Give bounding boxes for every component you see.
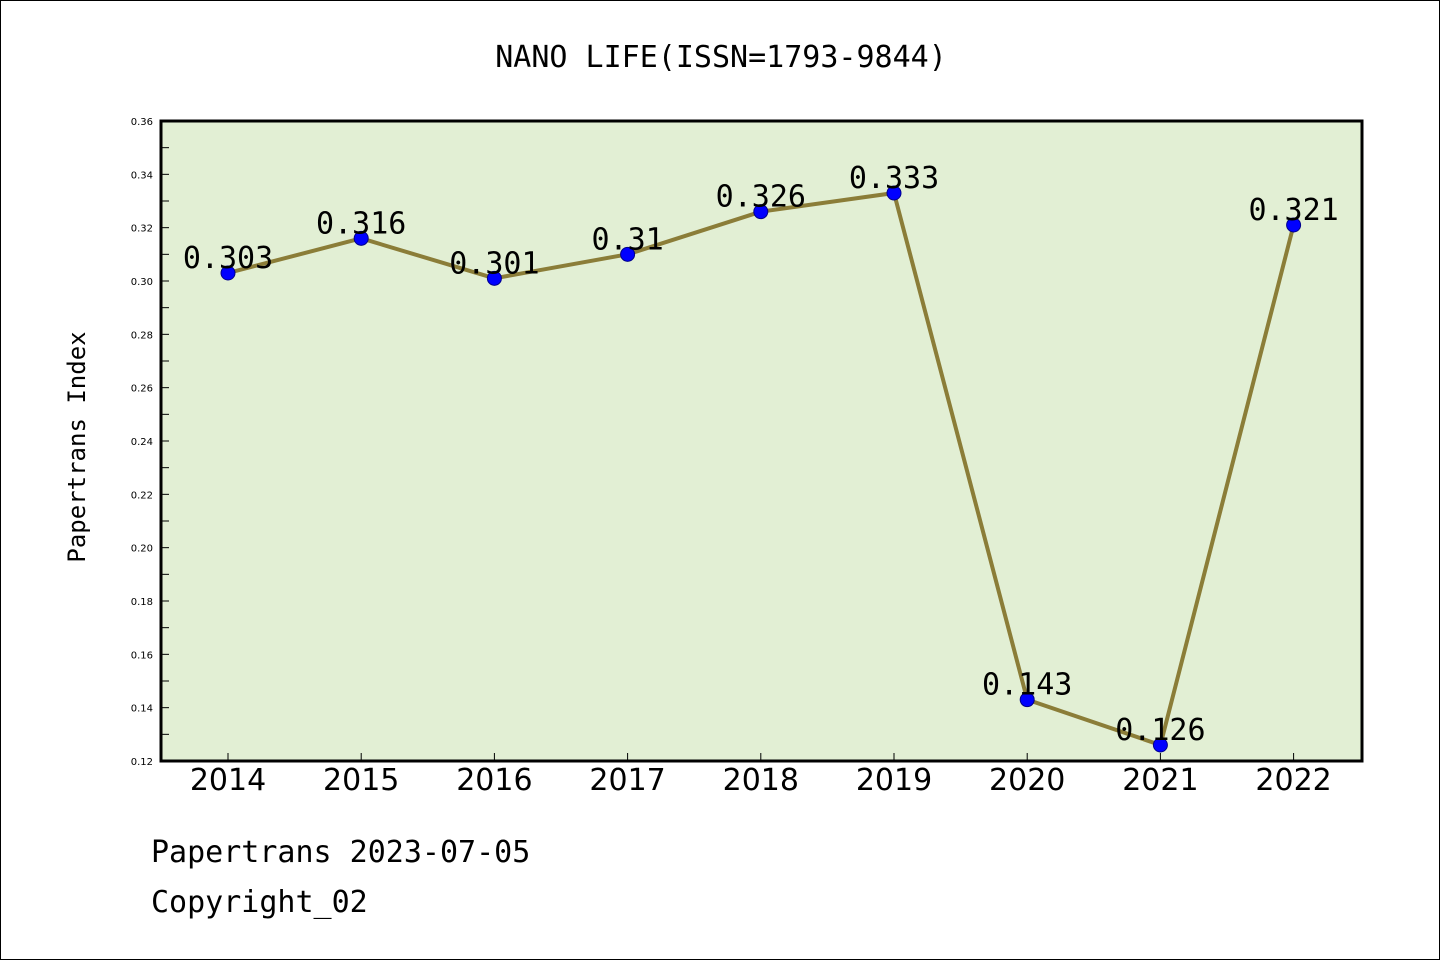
data-point [620, 246, 636, 262]
data-point [753, 204, 769, 220]
data-point [1019, 692, 1035, 708]
chart-title: NANO LIFE(ISSN=1793-9844) [495, 40, 947, 75]
x-tick-label: 2021 [1122, 763, 1198, 798]
data-point [486, 270, 502, 286]
x-tick-label: 2019 [856, 763, 932, 798]
data-point [1152, 737, 1168, 753]
data-label: 0.31 [591, 222, 663, 257]
x-tick-label: 2022 [1255, 763, 1331, 798]
data-label: 0.303 [183, 241, 273, 276]
x-tick-label: 2018 [723, 763, 799, 798]
data-label: 0.316 [316, 206, 406, 241]
data-label: 0.326 [716, 180, 806, 215]
footer-copyright: Copyright_02 [151, 885, 368, 920]
y-tick-label: 0.28 [131, 330, 153, 341]
x-axis-ticks: 2014 2015 2016 2017 2018 2019 2020 2021 2022 [190, 753, 1332, 798]
data-label: 0.321 [1248, 193, 1338, 228]
x-tick-label: 2016 [456, 763, 532, 798]
y-tick-label: 0.14 [131, 704, 153, 715]
y-tick-label: 0.26 [131, 384, 153, 395]
y-tick-label: 0.36 [131, 117, 153, 128]
y-tick-label: 0.24 [131, 437, 153, 448]
y-tick-label: 0.30 [131, 277, 153, 288]
y-tick-label: 0.16 [131, 650, 153, 661]
data-point [1286, 217, 1302, 233]
x-tick-label: 2014 [190, 763, 266, 798]
y-tick-label: 0.22 [131, 490, 153, 501]
footer-date: Papertrans 2023-07-05 [151, 835, 531, 870]
plot-area [159, 119, 1364, 763]
y-tick-label: 0.18 [131, 597, 153, 608]
data-label: 0.301 [449, 246, 539, 281]
y-tick-label: 0.12 [131, 757, 153, 768]
y-tick-label: 0.34 [131, 170, 153, 181]
y-tick-label: 0.32 [131, 224, 153, 235]
data-point [220, 265, 236, 281]
y-axis-label: Papertrans Index [63, 331, 91, 562]
series-layer: 0.303 0.316 0.301 0.31 0.326 0.333 0.143 0.126 0… [183, 161, 1339, 753]
data-label: 0.333 [849, 161, 939, 196]
y-tick-label: 0.20 [131, 544, 153, 555]
data-label: 0.126 [1115, 713, 1205, 748]
data-point [886, 185, 902, 201]
data-point [353, 230, 369, 246]
x-tick-label: 2015 [323, 763, 399, 798]
x-tick-label: 2020 [989, 763, 1065, 798]
x-tick-label: 2017 [589, 763, 665, 798]
data-label: 0.143 [982, 668, 1072, 703]
y-axis-ticks: 0.12 0.14 0.16 0.18 0.20 0.22 0.24 0.26 0.28 0.30… [131, 117, 169, 768]
